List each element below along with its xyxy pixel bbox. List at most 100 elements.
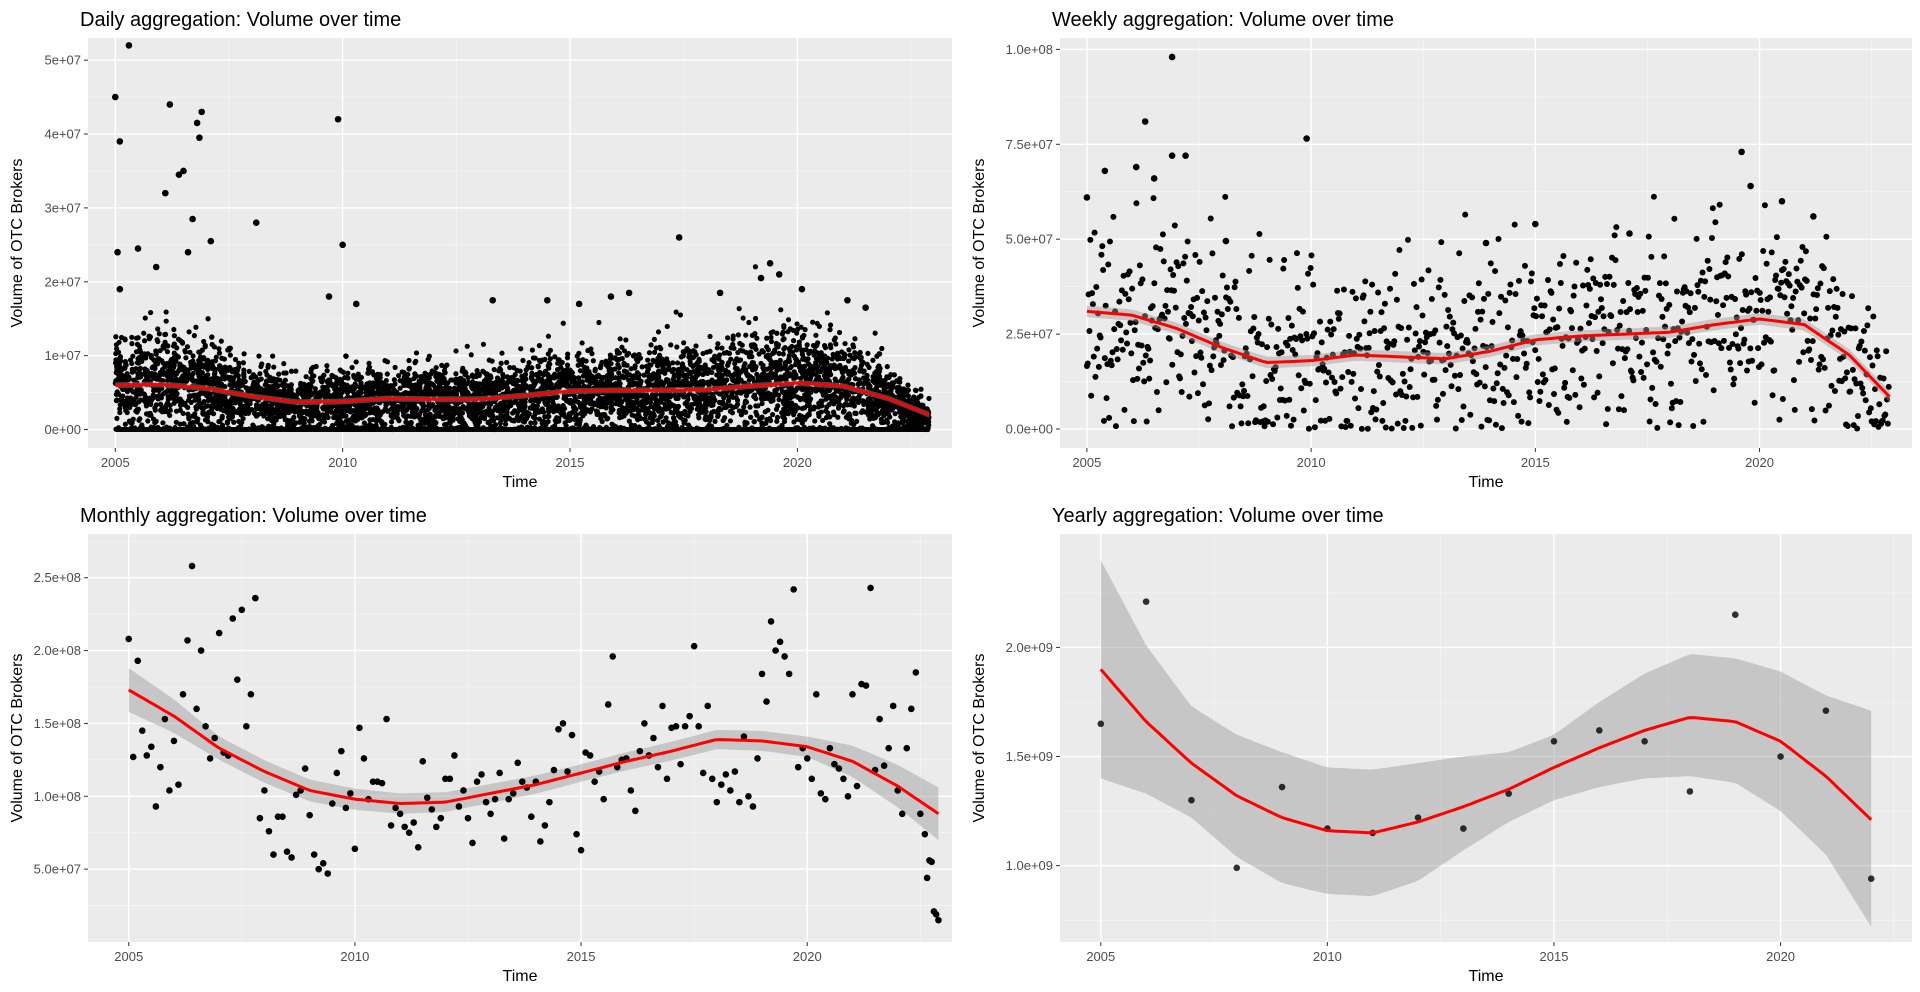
data-point [562,414,568,420]
data-point [129,341,135,347]
data-point [555,403,561,409]
data-point [205,403,211,409]
data-point [770,411,776,418]
data-point [923,406,929,413]
data-point [573,412,580,418]
data-point [767,357,773,363]
data-point [595,397,601,403]
data-point [727,418,734,424]
data-point [130,388,136,394]
data-point [619,355,625,362]
data-point [615,375,621,381]
data-point [179,340,186,346]
data-point [802,327,808,333]
data-point [812,418,818,424]
data-point [826,387,833,394]
data-point [674,360,681,366]
data-point [820,392,826,398]
data-point [852,354,859,360]
data-point [723,392,729,399]
data-point [397,385,403,391]
data-point [804,412,811,419]
data-point [690,348,696,354]
data-point [602,413,608,419]
data-point [663,406,669,412]
data-point [723,377,729,384]
data-point [890,404,896,410]
data-point [823,373,829,379]
data-point [443,383,449,389]
data-point [803,357,809,363]
data-point [746,377,752,383]
data-point [918,393,924,399]
point-band [112,264,932,433]
data-point [742,380,748,386]
data-point [648,403,654,410]
data-point [297,409,303,415]
data-point [772,347,778,353]
data-point [763,392,770,398]
data-point [218,338,224,344]
data-point [483,376,489,382]
data-point [695,384,701,390]
data-point [155,326,161,332]
data-point [248,375,254,381]
data-point [721,350,727,356]
data-point [749,354,755,360]
data-point [523,416,530,422]
data-point [263,389,269,396]
data-point [682,349,688,355]
data-point [807,396,814,402]
data-point [785,329,791,335]
data-point [586,384,592,390]
data-point [863,409,869,415]
data-point [856,395,862,401]
data-point [820,417,826,424]
data-point [687,390,693,397]
data-point [535,399,542,405]
data-point [224,419,230,425]
data-point [157,377,163,383]
data-point [864,361,870,367]
data-point [560,374,566,380]
data-point [190,413,196,419]
data-point [499,408,505,414]
data-point [383,377,389,384]
data-point [755,403,761,409]
data-point [285,418,292,424]
data-point [419,400,425,407]
data-point [788,394,794,401]
data-point [337,378,343,384]
data-point [876,389,882,395]
data-point [168,376,174,383]
data-point [576,378,583,385]
data-point [406,365,412,371]
data-point [135,335,141,341]
data-point [845,358,852,364]
data-point [777,357,783,364]
data-point [800,372,807,378]
data-point [608,360,614,367]
data-point [281,380,287,386]
data-point [258,363,264,370]
data-point [279,406,286,412]
data-point [674,344,680,350]
data-point [312,386,318,392]
data-point [218,364,224,371]
data-point [906,412,912,418]
data-point [884,363,890,370]
data-point [142,315,148,321]
data-point [136,360,142,366]
data-point [782,345,788,351]
data-point [124,395,131,401]
data-point [251,388,257,394]
data-point [588,346,594,352]
data-point [374,405,380,411]
data-point [343,353,349,359]
data-point [685,396,691,402]
data-point [749,343,755,350]
data-point [209,341,215,348]
data-point [500,371,506,377]
data-point [156,356,162,362]
data-point [457,383,463,390]
